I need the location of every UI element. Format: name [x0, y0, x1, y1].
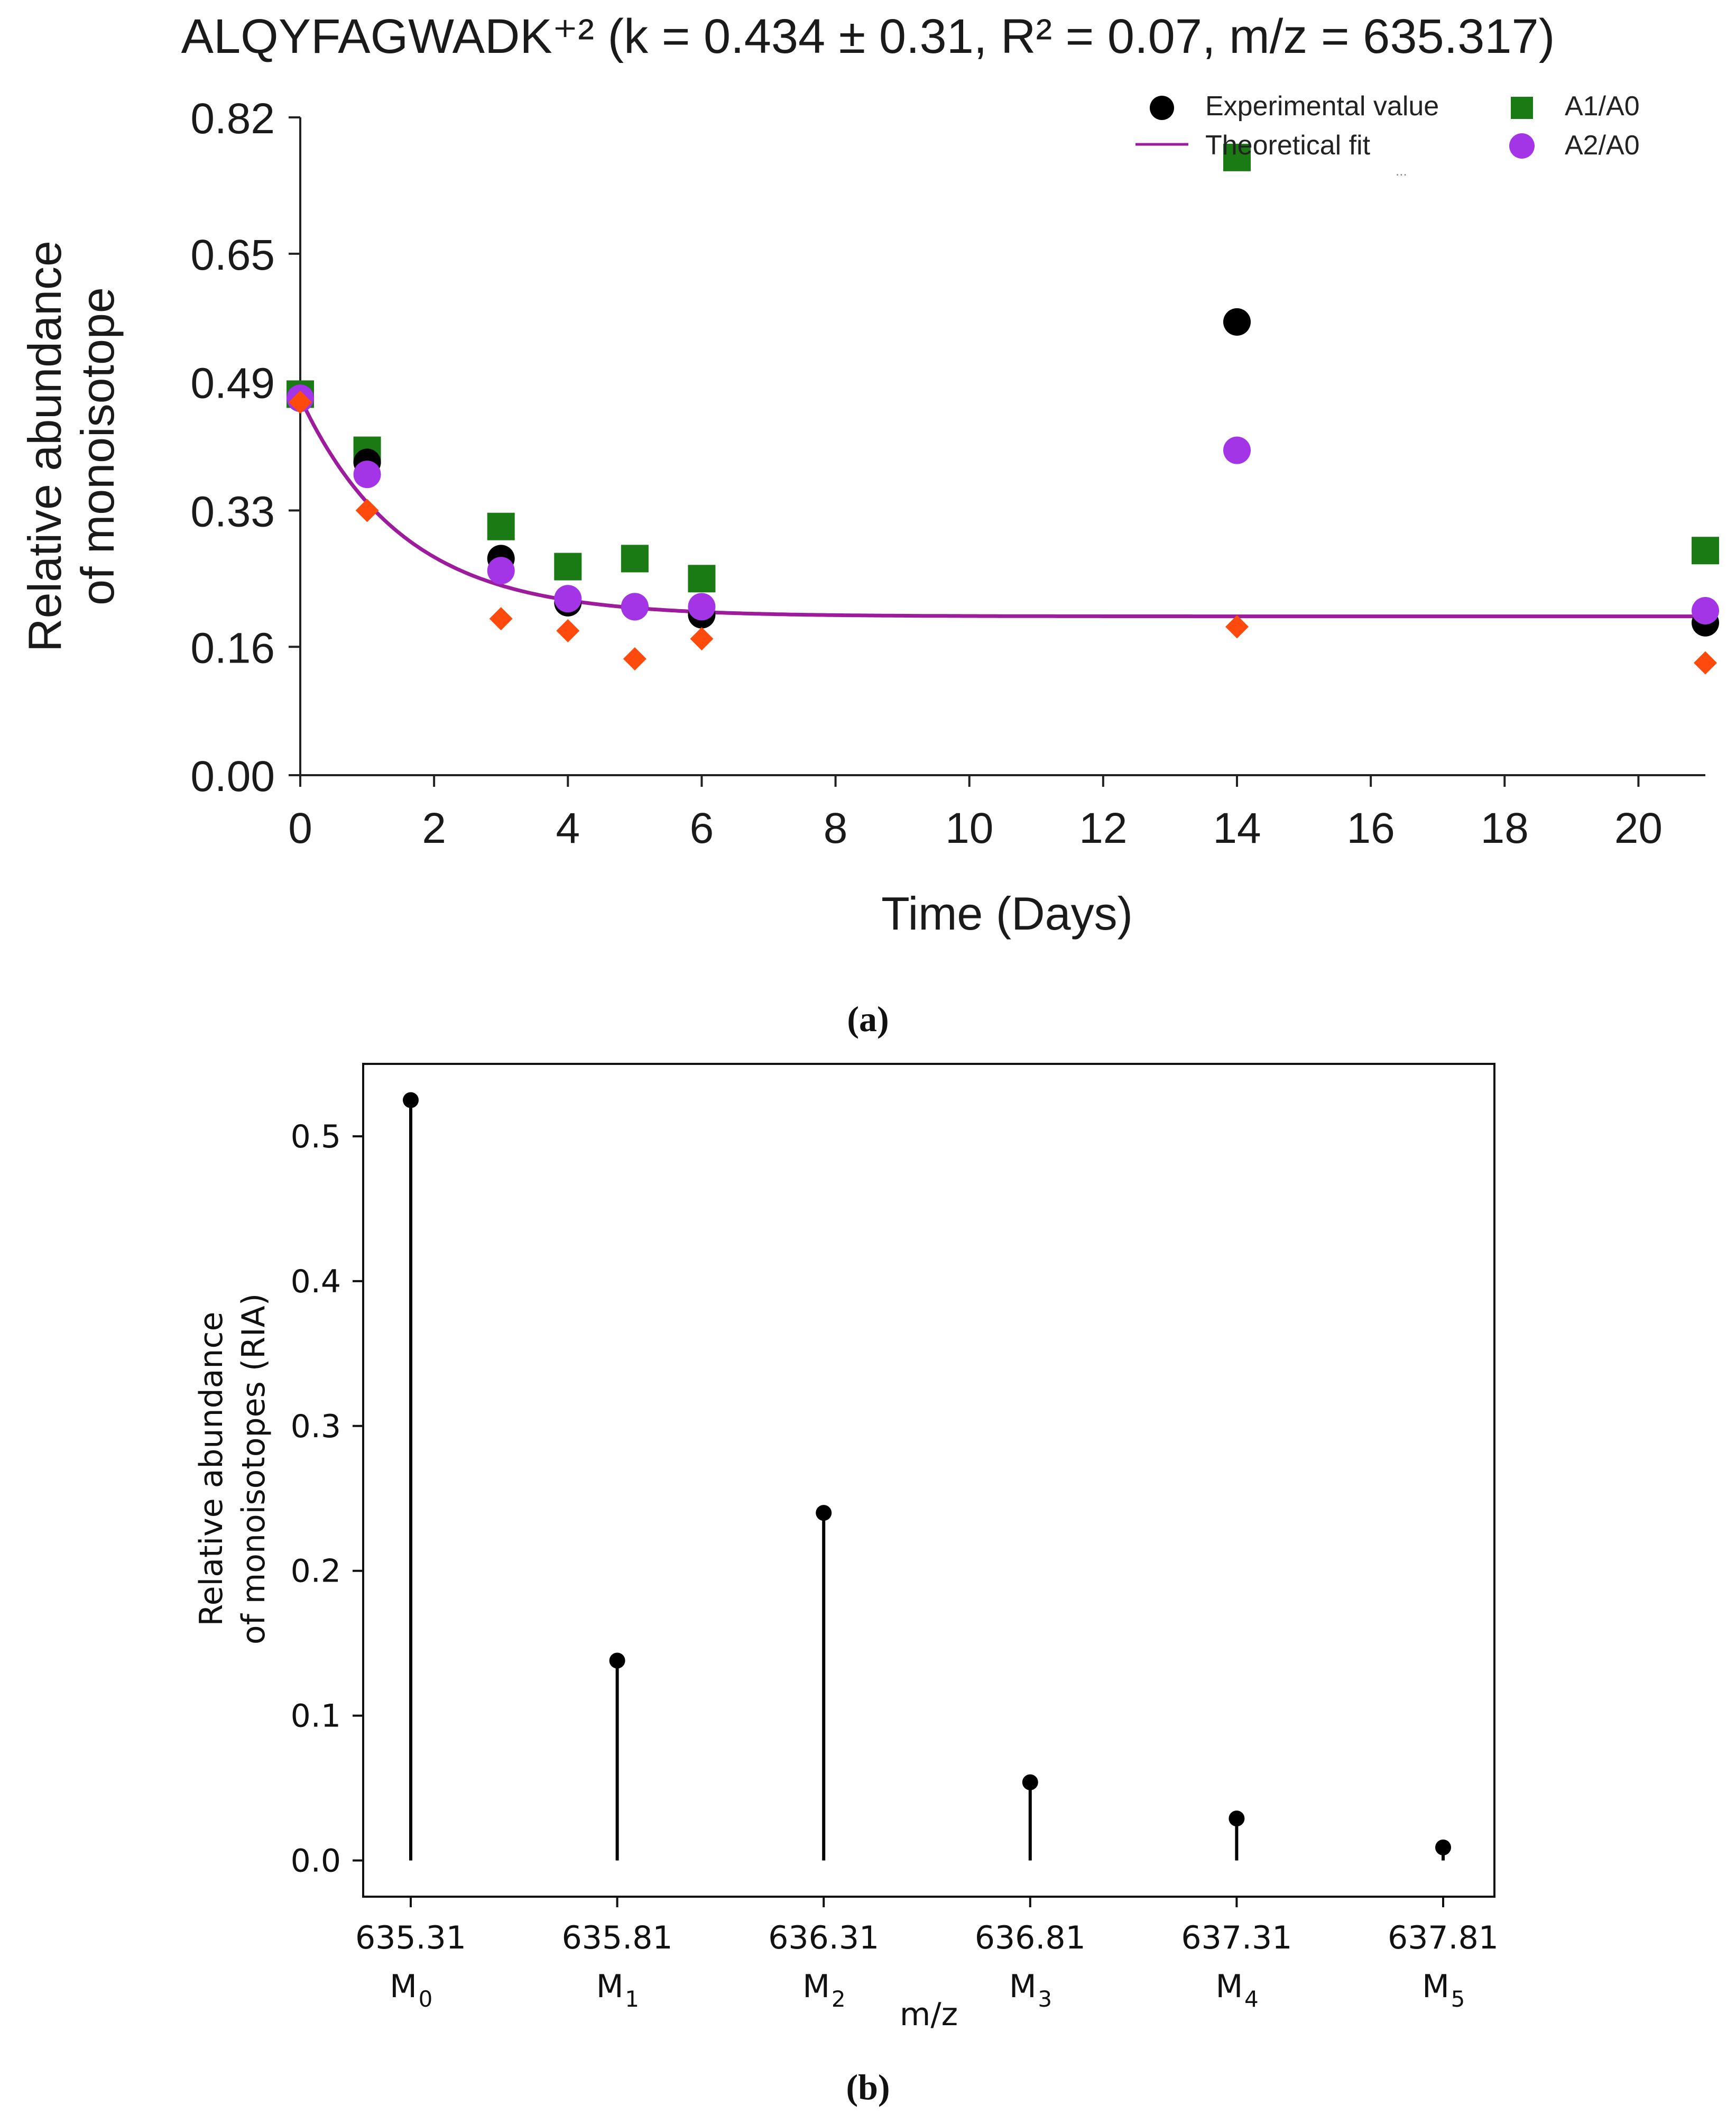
chart-a-x-tick-label: 18 — [1481, 804, 1529, 852]
chart-b-isotope-subscript: 1 — [625, 1986, 639, 2012]
legend-a2-label: A2/A0 — [1565, 130, 1640, 161]
chart-b-stem-marker — [1229, 1810, 1245, 1827]
chart-a-y-tick-label: 0.82 — [190, 95, 275, 143]
chart-a-point-orange — [690, 627, 714, 651]
chart-b-x-tick-label: 636.31 — [768, 1919, 879, 1956]
caption-a: (a) — [847, 999, 889, 1039]
chart-a-point-a2 — [688, 593, 716, 621]
chart-b-x-tick-label: 637.31 — [1181, 1919, 1292, 1956]
chart-a-point-orange — [1694, 651, 1717, 675]
chart-a-x-tick-label: 20 — [1614, 804, 1663, 852]
chart-a-x-tick-label: 0 — [288, 804, 312, 852]
chart-a-point-a2 — [554, 585, 582, 613]
chart-b-y-tick-label: 0.3 — [291, 1408, 341, 1445]
chart-a-point-a1 — [688, 565, 716, 593]
chart-b-isotope-label: M — [596, 1968, 624, 2005]
chart-a-y-tick-label: 0.16 — [190, 624, 275, 672]
chart-a-x-tick-label: 2 — [422, 804, 446, 852]
chart-a-point-a1 — [1223, 143, 1251, 171]
chart-b-isotope-subscript: 4 — [1244, 1986, 1259, 2012]
chart-a-point-a2 — [487, 557, 515, 585]
chart-a-x-tick-label: 16 — [1347, 804, 1395, 852]
chart-a-title: ALQYFAGWADK⁺² (k = 0.434 ± 0.31, R² = 0.… — [181, 10, 1555, 63]
chart-b-y-tick-label: 0.5 — [291, 1118, 341, 1155]
legend-more-indicator: ... — [1396, 163, 1407, 179]
chart-b-isotope-label: M — [1422, 1968, 1449, 2005]
chart-a-x-tick-label: 8 — [824, 804, 848, 852]
chart-a-x-tick-label: 10 — [945, 804, 993, 852]
chart-a-fit-line — [298, 397, 1705, 619]
chart-a-y-tick-label: 0.49 — [190, 360, 275, 408]
chart-b-x-tick-label: 635.31 — [355, 1919, 466, 1956]
chart-a-point-orange — [355, 499, 379, 522]
chart-b-y-ticks: 0.0 0.1 0.2 0.3 0.4 0.5 — [291, 1118, 363, 1880]
chart-a-data-markers — [287, 143, 1719, 675]
chart-a-point-a2 — [1692, 597, 1719, 624]
chart-a-y-tick-label: 0.00 — [190, 752, 275, 801]
chart-b-y-tick-label: 0.4 — [291, 1263, 341, 1300]
chart-b-stems — [403, 1092, 1451, 1861]
chart-a-point-orange — [556, 619, 580, 642]
legend-experimental-label: Experimental value — [1205, 91, 1439, 122]
legend-a1-label: A1/A0 — [1565, 91, 1640, 122]
legend-fit-label: Theoretical fit — [1205, 130, 1371, 161]
chart-b-stem-marker — [1022, 1774, 1038, 1790]
chart-b-y-tick-label: 0.1 — [291, 1698, 341, 1735]
legend-experimental-marker — [1150, 96, 1174, 120]
chart-a-point-a1 — [621, 545, 649, 573]
chart-a-point-a2 — [1223, 436, 1251, 464]
chart-a-y-ticks: 0.00 0.16 0.33 0.49 0.65 0.82 — [190, 95, 300, 801]
chart-a-point-a1 — [554, 553, 582, 581]
chart-b-x-tick-label: 635.81 — [562, 1919, 673, 1956]
chart-b-isotope-label: M — [1216, 1968, 1243, 2005]
chart-b-ylabel-line1: Relative abundance — [193, 1312, 230, 1626]
chart-b-frame — [362, 1063, 1495, 1898]
legend-a2-marker — [1509, 133, 1535, 159]
caption-b: (b) — [846, 2067, 890, 2107]
chart-a-y-tick-label: 0.65 — [190, 231, 275, 279]
chart-b-stem-marker — [816, 1505, 832, 1521]
chart-b-xlabel: m/z — [900, 1996, 958, 2033]
chart-b-stem-marker — [403, 1092, 419, 1108]
chart-a-point-a2 — [353, 461, 381, 489]
chart-b-isotope-label: M — [802, 1968, 830, 2005]
chart-b-stem-marker — [1435, 1839, 1451, 1855]
chart-a-x-tick-label: 6 — [690, 804, 714, 852]
chart-a-point-orange — [489, 607, 513, 631]
chart-a-point-experimental — [1223, 308, 1251, 336]
chart-b-isotope-subscript: 3 — [1038, 1986, 1052, 2012]
chart-a-ylabel-line1: Relative abundance — [19, 241, 71, 652]
chart-b-isotope-subscript: 5 — [1451, 1986, 1465, 2012]
chart-b-isotope-label: M — [1009, 1968, 1037, 2005]
chart-a-x-tick-label: 12 — [1079, 804, 1127, 852]
chart-a-y-tick-label: 0.33 — [190, 488, 275, 536]
chart-a-point-a2 — [621, 593, 649, 621]
chart-a-xlabel: Time (Days) — [881, 887, 1133, 940]
chart-a-x-ticks: 0 2 4 6 8 10 12 14 16 18 20 — [288, 775, 1663, 852]
chart-b-x-tick-label: 636.81 — [975, 1919, 1086, 1956]
chart-a-x-tick-label: 4 — [556, 804, 580, 852]
chart-b-isotope-subscript: 2 — [832, 1986, 846, 2012]
legend-a1-marker — [1511, 97, 1533, 119]
chart-a-point-a1 — [487, 512, 515, 540]
chart-b-isotope-label: M — [390, 1968, 417, 2005]
chart-b-x-tick-label: 637.81 — [1388, 1919, 1499, 1956]
chart-b-ylabel-line2: of monoisotopes (RIA) — [235, 1293, 272, 1644]
chart-b-y-tick-label: 0.0 — [291, 1843, 341, 1880]
chart-a-point-orange — [289, 390, 312, 414]
chart-a-point-orange — [1225, 615, 1249, 639]
chart-b-isotope-subscript: 0 — [419, 1986, 433, 2012]
chart-b-y-tick-label: 0.2 — [291, 1553, 341, 1590]
chart-a-legend: Experimental value Theoretical fit A1/A0… — [1135, 91, 1640, 179]
chart-a-point-orange — [623, 647, 647, 671]
chart-a-ylabel-line2: of monoisotope — [71, 287, 124, 605]
chart-a-point-a1 — [1692, 537, 1719, 565]
chart-a-x-tick-label: 14 — [1213, 804, 1261, 852]
chart-b-stem-marker — [609, 1652, 625, 1669]
panel-a-chart: ALQYFAGWADK⁺² (k = 0.434 ± 0.31, R² = 0.… — [19, 10, 1719, 1039]
